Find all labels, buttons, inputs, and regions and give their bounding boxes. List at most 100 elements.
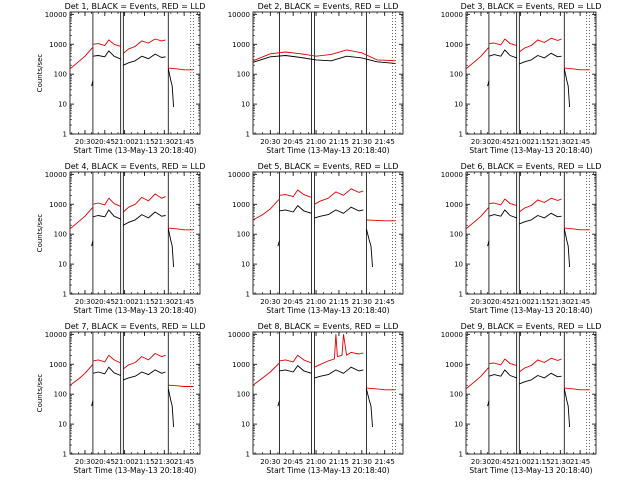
x-tick-label: 21:30 <box>154 298 174 306</box>
x-tick-label: 21:00 <box>115 458 135 466</box>
y-tick-label: 1000 <box>445 41 463 49</box>
series-events-line <box>123 53 166 66</box>
y-tick-label: 10 <box>58 421 67 429</box>
series-events-line <box>91 240 94 247</box>
x-axis-label: Start Time (13-May-13 20:18:40) <box>469 306 592 315</box>
y-tick-label: 100 <box>237 231 250 239</box>
series-events-line <box>123 369 166 381</box>
series-events-line <box>487 240 490 247</box>
x-tick-label: 21:30 <box>550 298 570 306</box>
y-tick-label: 10 <box>454 421 463 429</box>
series-lld-line <box>69 206 94 230</box>
y-axis: 1 10 100 1000 10000 <box>441 11 596 139</box>
series-lld-line <box>314 333 364 368</box>
y-tick-label: 10000 <box>228 171 250 179</box>
x-tick-label: 21:45 <box>375 138 395 146</box>
x-axis-label: Start Time (13-May-13 20:18:40) <box>469 466 592 475</box>
series-events-line <box>91 400 94 407</box>
y-axis: 1 10 100 1000 10000 <box>45 171 200 299</box>
y-tick-label: 1000 <box>49 201 67 209</box>
x-tick-label: 20:45 <box>491 298 511 306</box>
x-tick-label: 20:45 <box>283 138 303 146</box>
x-axis-label: Start Time (13-May-13 20:18:40) <box>73 466 196 475</box>
x-axis: 20:30 20:45 21:00 21:15 21:30 21:45 <box>254 332 401 466</box>
series-events-line <box>519 212 562 225</box>
series-lld-line <box>279 354 312 364</box>
y-tick-label: 100 <box>450 391 463 399</box>
x-tick-label: 21:15 <box>329 298 349 306</box>
x-tick-label: 21:00 <box>306 458 326 466</box>
series-lld-line <box>252 198 280 221</box>
plot-frame <box>465 331 597 455</box>
y-tick-label: 1000 <box>232 361 250 369</box>
panel-det-1: Det 1, BLACK = Events, RED = LLD 1 10 100 10… <box>36 2 205 155</box>
x-axis-label: Start Time (13-May-13 20:18:40) <box>266 146 389 155</box>
series-lld-line <box>465 46 490 70</box>
y-tick-label: 1000 <box>49 41 67 49</box>
plot-frame <box>69 331 201 455</box>
series-events-line <box>92 209 121 220</box>
series-lld-line <box>252 49 396 62</box>
y-tick-label: 10 <box>241 261 250 269</box>
y-axis: 1 10 100 1000 10000 <box>228 171 403 299</box>
y-tick-label: 10000 <box>441 171 463 179</box>
panel-title: Det 6, BLACK = Events, RED = LLD <box>461 162 602 171</box>
plot-frame <box>252 11 404 135</box>
series-lld-line <box>488 198 517 207</box>
panel-title: Det 2, BLACK = Events, RED = LLD <box>258 2 399 11</box>
series-lld-line <box>366 219 396 222</box>
x-tick-label: 21:00 <box>511 458 531 466</box>
series-lld-line <box>122 193 166 213</box>
x-tick-label: 21:45 <box>570 138 590 146</box>
x-tick-label: 21:15 <box>134 458 154 466</box>
x-tick-label: 21:45 <box>375 458 395 466</box>
y-tick-label: 1 <box>63 451 67 459</box>
y-tick-label: 1 <box>63 131 67 139</box>
series-lld-line <box>488 358 517 367</box>
series-lld-line <box>564 387 590 391</box>
x-tick-label: 20:45 <box>283 298 303 306</box>
series-events-line <box>277 240 280 247</box>
panel-title: Det 8, BLACK = Events, RED = LLD <box>258 322 399 331</box>
y-axis: 1 10 100 1000 10000 <box>441 331 596 459</box>
y-tick-label: 100 <box>54 71 67 79</box>
plot-frame <box>465 11 597 135</box>
y-tick-label: 1000 <box>445 361 463 369</box>
series-lld-line <box>92 39 121 47</box>
series-lld-line <box>488 38 517 47</box>
x-tick-label: 21:45 <box>174 138 194 146</box>
panel-title: Det 4, BLACK = Events, RED = LLD <box>65 162 206 171</box>
series-lld-line <box>168 227 194 231</box>
series-lld-line <box>92 197 121 207</box>
y-tick-label: 10000 <box>45 331 67 339</box>
x-axis: 20:30 20:45 21:00 21:15 21:30 21:45 <box>254 12 401 146</box>
series-lld-line <box>69 46 94 70</box>
x-tick-label: 21:00 <box>115 138 135 146</box>
x-tick-label: 21:30 <box>550 138 570 146</box>
y-tick-label: 1 <box>246 131 250 139</box>
x-tick-label: 20:45 <box>283 458 303 466</box>
y-axis: 1 10 100 1000 10000 <box>441 171 596 299</box>
plot-frame <box>465 171 597 295</box>
x-axis: 20:30 20:45 21:00 21:15 21:30 21:45 <box>467 172 594 306</box>
x-tick-label: 21:00 <box>115 298 135 306</box>
series-lld-line <box>123 353 166 370</box>
series-lld-line <box>168 67 194 71</box>
series-events-line <box>167 68 175 108</box>
series-lld-line <box>465 366 490 390</box>
panel-det-9: Det 9, BLACK = Events, RED = LLD 1 10 100 10… <box>441 322 602 475</box>
x-axis: 20:30 20:45 21:00 21:15 21:30 21:45 <box>467 332 594 466</box>
series-events-line <box>314 206 364 219</box>
series-lld-line <box>366 387 396 391</box>
y-tick-label: 10000 <box>441 331 463 339</box>
y-tick-label: 1 <box>246 451 250 459</box>
series-lld-line <box>314 188 364 205</box>
series-events-line <box>519 372 562 385</box>
series-events-line <box>167 228 175 268</box>
y-tick-label: 10000 <box>45 11 67 19</box>
x-tick-label: 20:45 <box>95 298 115 306</box>
x-tick-label: 21:30 <box>154 138 174 146</box>
y-axis: 1 10 100 1000 10000 <box>45 331 200 459</box>
series-events-line <box>365 388 373 428</box>
series-lld-line <box>465 206 490 230</box>
